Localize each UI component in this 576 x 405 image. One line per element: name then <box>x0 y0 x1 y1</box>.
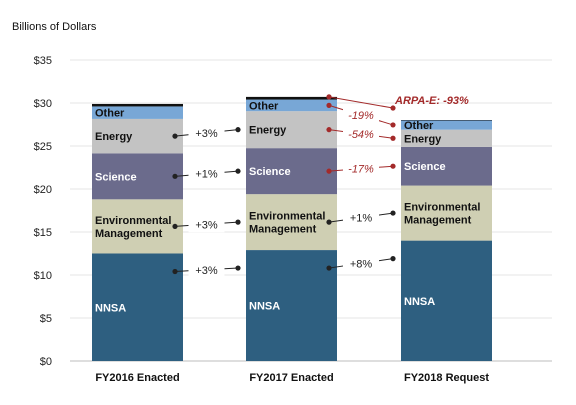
y-tick-label: $30 <box>34 98 52 110</box>
bar-segment-energy <box>246 111 337 149</box>
bar-segment-energy <box>92 118 183 154</box>
bar-segment-science <box>401 146 492 186</box>
change-annotation: +3% <box>195 128 218 140</box>
segment-label: Other <box>95 108 125 120</box>
x-category-label: FY2017 Enacted <box>249 372 333 384</box>
y-tick-label: $20 <box>34 184 52 196</box>
change-annotation: ARPA-E: -93% <box>394 95 469 107</box>
connector-dot <box>326 102 332 108</box>
bar-segment-nnsa <box>246 250 337 361</box>
annotation-bg <box>188 166 225 182</box>
connector-dot <box>326 127 332 133</box>
segment-label: Energy <box>249 125 287 137</box>
connector-dot <box>172 173 178 179</box>
segment-label: Other <box>249 100 279 112</box>
annotation-bg <box>343 256 379 272</box>
connector-dot <box>390 105 396 111</box>
y-axis-label: Billions of Dollars <box>12 21 97 33</box>
y-tick-label: $10 <box>34 270 52 282</box>
bar-segment-science <box>246 148 337 195</box>
segment-label: Environmental Management <box>249 211 325 236</box>
connector-dot <box>235 168 241 174</box>
segment-label: Science <box>95 171 137 183</box>
connector-dot <box>326 94 332 100</box>
bar-segment-energy <box>401 129 492 147</box>
annotation-bg <box>188 262 225 278</box>
change-annotation: -19% <box>348 110 374 122</box>
connector-dot <box>172 133 178 139</box>
connector-dot <box>235 127 241 133</box>
segment-label: Energy <box>404 133 442 145</box>
connector-dot <box>390 135 396 141</box>
change-annotation: +3% <box>195 219 218 231</box>
bar-segment-environmental-management <box>246 194 337 251</box>
connector-dot <box>172 223 178 230</box>
bar-segment-environmental-management <box>92 199 183 254</box>
x-category-label: FY2018 Request <box>404 372 489 384</box>
bar-segment-other <box>401 120 492 130</box>
change-annotation: -17% <box>348 164 374 176</box>
connector-dot <box>390 122 396 128</box>
y-tick-label: $35 <box>34 55 52 67</box>
annotation-bg <box>343 210 379 226</box>
connector-dot <box>326 168 332 174</box>
x-category-label: FY2016 Enacted <box>95 372 179 384</box>
connector-dot <box>235 219 241 225</box>
bar-segment-environmental-management <box>401 185 492 241</box>
bar-segment-arpa-e <box>92 103 183 107</box>
change-annotation: -54% <box>348 129 374 141</box>
bar-segment-nnsa <box>401 240 492 361</box>
segment-label: Environmental Management <box>404 202 480 227</box>
bar-segment-science <box>92 153 183 200</box>
connector-dot <box>235 265 241 271</box>
bar-segment-nnsa <box>92 253 183 361</box>
segment-label: Other <box>404 120 434 132</box>
annotation-bg <box>188 125 225 141</box>
segment-label: NNSA <box>404 296 435 308</box>
bar-segment-other <box>246 99 337 112</box>
bar-segment-arpa-e <box>401 120 492 121</box>
connector-dot <box>172 268 178 275</box>
segment-label: Environmental Management <box>95 215 171 240</box>
y-tick-label: $25 <box>34 141 52 153</box>
annotation-bg <box>343 126 379 142</box>
segment-label: Energy <box>95 131 133 143</box>
connector-dot <box>390 256 396 262</box>
y-tick-label: $15 <box>34 227 52 239</box>
change-annotation: +1% <box>195 169 218 181</box>
annotation-bg <box>343 108 379 124</box>
connector-dot <box>390 163 396 169</box>
segment-label: NNSA <box>249 301 280 313</box>
connector-dot <box>390 210 396 216</box>
change-connector <box>328 96 394 109</box>
connector-dot <box>326 219 332 225</box>
bar-segment-other <box>92 106 183 119</box>
change-annotation: +1% <box>350 213 373 225</box>
annotation-bg <box>343 161 379 177</box>
segment-label: Science <box>404 161 446 173</box>
bar-segment-arpa-e <box>246 96 337 100</box>
change-annotation: +8% <box>350 258 373 270</box>
y-tick-label: $0 <box>40 356 52 368</box>
segment-label: Science <box>249 166 291 178</box>
connector-dot <box>326 265 332 271</box>
y-tick-label: $5 <box>40 313 52 325</box>
segment-label: NNSA <box>95 302 126 314</box>
annotation-bg <box>188 217 225 233</box>
change-annotation: +3% <box>195 265 218 277</box>
